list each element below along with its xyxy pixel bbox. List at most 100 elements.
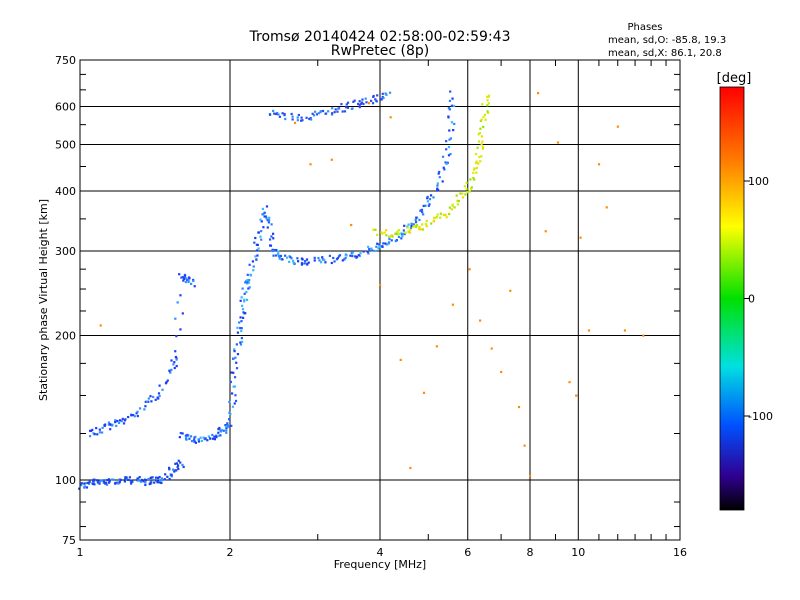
trace-point — [400, 233, 404, 236]
trace-point — [425, 219, 428, 223]
trace-point — [477, 133, 480, 136]
trace-point — [225, 429, 228, 432]
trace-point — [331, 112, 334, 115]
trace-point — [415, 224, 419, 227]
trace-point — [154, 398, 157, 401]
trace-point — [367, 245, 370, 248]
trace-point — [435, 215, 438, 219]
trace-point — [179, 294, 182, 297]
trace-point — [470, 187, 473, 190]
trace-point — [346, 106, 350, 109]
trace-point — [232, 371, 235, 374]
trace-point — [96, 481, 100, 484]
trace-point — [230, 371, 233, 374]
trace-point — [379, 245, 382, 248]
trace-point — [202, 436, 205, 439]
data-points — [78, 90, 645, 490]
trace-point — [233, 402, 236, 405]
trace-point — [138, 479, 141, 482]
trace-point — [400, 237, 403, 240]
trace-point — [418, 226, 421, 229]
trace-point — [366, 250, 369, 253]
trace-point — [314, 110, 317, 113]
trace-point — [334, 108, 337, 111]
trace-point — [451, 97, 454, 100]
trace-point — [247, 281, 250, 284]
trace-point — [132, 413, 135, 417]
trace-point — [256, 254, 259, 257]
trace-point — [364, 97, 367, 100]
trace-point — [441, 180, 444, 183]
trace-point — [478, 132, 482, 135]
trace-point — [288, 260, 291, 263]
trace-point — [192, 438, 196, 441]
trace-point — [297, 113, 300, 117]
noise-point — [605, 206, 608, 209]
trace-point — [330, 261, 333, 265]
trace-point — [488, 94, 491, 97]
trace-point — [192, 279, 195, 283]
trace-point — [105, 483, 109, 486]
trace-point — [260, 229, 263, 233]
trace-point — [278, 115, 282, 118]
trace-point — [461, 192, 464, 195]
trace-point — [337, 255, 341, 258]
trace-point — [204, 437, 207, 440]
trace-point — [101, 431, 104, 434]
trace-point — [358, 106, 361, 109]
trace-point — [328, 254, 332, 257]
noise-point — [422, 391, 426, 394]
trace-point — [461, 196, 465, 199]
trace-point — [130, 414, 133, 417]
trace-point — [178, 273, 181, 276]
trace-point — [345, 254, 348, 257]
trace-point — [243, 292, 246, 295]
trace-point — [155, 477, 159, 481]
trace-point — [449, 90, 452, 93]
trace-point — [264, 215, 268, 218]
trace-point — [260, 238, 263, 241]
trace-point — [448, 206, 451, 209]
trace-point — [296, 119, 299, 122]
trace-point — [136, 414, 139, 418]
trace-point — [446, 161, 449, 164]
trace-point — [83, 482, 86, 485]
trace-point — [199, 436, 202, 439]
trace-point — [172, 363, 175, 366]
trace-point — [226, 425, 229, 429]
trace-point — [109, 428, 112, 431]
trace-point — [466, 191, 469, 194]
trace-point — [92, 432, 95, 435]
trace-point — [240, 296, 243, 299]
trace-point — [139, 480, 143, 483]
trace-point — [486, 99, 489, 102]
trace-point — [419, 228, 422, 231]
trace-point — [158, 394, 161, 398]
trace-point — [144, 405, 147, 408]
trace-point — [442, 213, 445, 216]
trace-point — [429, 194, 433, 197]
noise-point — [575, 394, 578, 397]
trace-point — [170, 473, 173, 476]
trace-point — [179, 328, 182, 331]
trace-point — [98, 428, 101, 431]
noise-point — [568, 381, 571, 384]
noise-point — [309, 163, 312, 166]
trace-point — [226, 423, 229, 427]
trace-point — [259, 235, 262, 238]
trace-point — [421, 228, 425, 231]
trace-point — [268, 238, 272, 241]
noise-point — [587, 329, 591, 332]
trace-point — [158, 475, 161, 479]
trace-point — [175, 462, 179, 465]
trace-point — [445, 216, 448, 219]
trace-point — [158, 481, 161, 484]
trace-point — [331, 107, 334, 110]
trace-point — [447, 154, 451, 157]
trace-point — [420, 223, 424, 226]
trace-point — [225, 425, 228, 428]
trace-point — [272, 232, 275, 235]
trace-point — [265, 217, 268, 220]
trace-point — [186, 278, 189, 282]
trace-point — [93, 483, 96, 486]
